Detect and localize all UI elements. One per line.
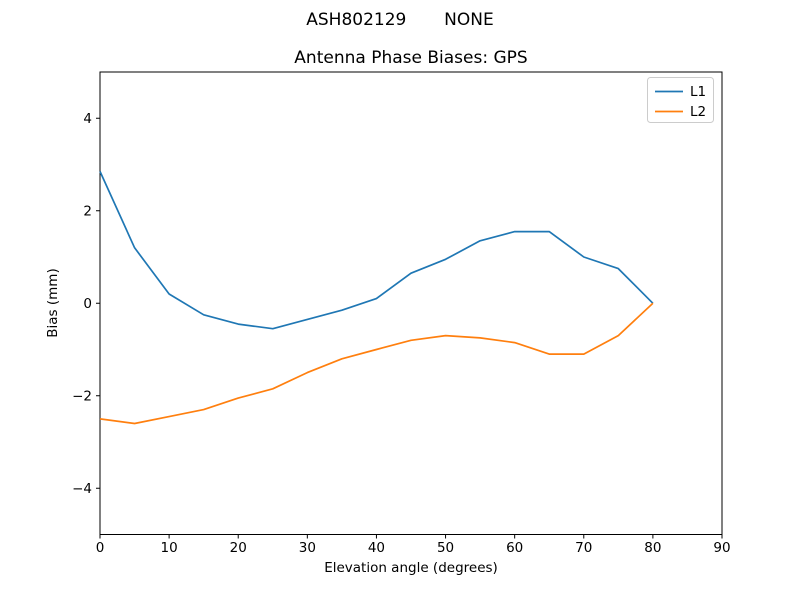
x-tick-label: 40	[368, 540, 385, 556]
y-tick-label: 4	[83, 111, 92, 127]
x-tick-label: 20	[230, 540, 247, 556]
legend: L1 L2	[647, 77, 714, 123]
series-line-l2	[99, 302, 654, 425]
x-tick-label: 60	[506, 540, 523, 556]
y-axis-label: Bias (mm)	[45, 268, 61, 337]
series-line-l1	[99, 171, 654, 330]
y-tick-label: −2	[72, 388, 92, 404]
x-tick-label: 10	[161, 540, 178, 556]
x-tick-label: 30	[299, 540, 316, 556]
figure-suptitle: ASH802129 NONE	[306, 10, 493, 30]
y-tick-label: 2	[83, 203, 92, 219]
x-axis-label: Elevation angle (degrees)	[324, 560, 498, 576]
axes-frame	[99, 71, 723, 535]
series-lines	[99, 171, 654, 425]
chart-title: Antenna Phase Biases: GPS	[294, 48, 527, 68]
x-tick-label: 70	[575, 540, 592, 556]
legend-label-l1: L1	[690, 84, 706, 100]
y-tick-label: −4	[72, 481, 92, 497]
x-tick-label: 50	[437, 540, 454, 556]
legend-label-l2: L2	[690, 104, 706, 120]
y-tick-label: 0	[83, 296, 92, 312]
axes: 0 10 20 30 40 50 60 70 80 90 −4 −2 0 2 4	[72, 71, 731, 556]
x-tick-label: 90	[713, 540, 730, 556]
x-tick-label: 0	[96, 540, 105, 556]
x-tick-label: 80	[644, 540, 661, 556]
